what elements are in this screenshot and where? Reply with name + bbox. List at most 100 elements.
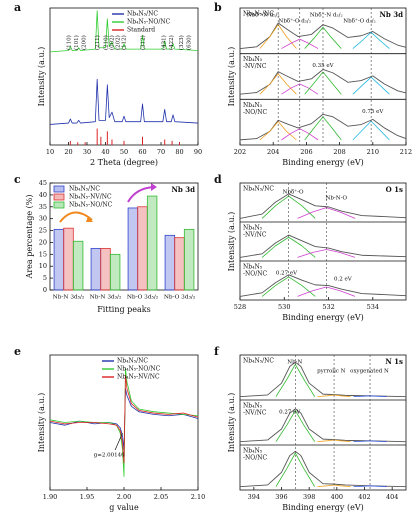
panel-label: e	[14, 345, 21, 358]
annotation: g=2.00146	[94, 453, 125, 459]
x-tick-label: 202	[234, 148, 246, 156]
annotation: Nbδ⁺-N d₃/₂	[310, 13, 343, 19]
series-line	[49, 368, 199, 477]
x-tick-label: 404	[386, 493, 398, 501]
x-tick-label: Nb-O 3d₅/₂	[127, 295, 158, 301]
annotation-arrow	[114, 432, 123, 451]
spectrum	[239, 361, 407, 398]
y-axis-label: Intensity (a.u.)	[37, 393, 46, 453]
x-tick-label: 2.05	[154, 493, 168, 501]
fit-component	[297, 249, 356, 258]
fit-component	[353, 485, 387, 488]
x-tick-label: 50	[120, 148, 128, 156]
spectrum	[239, 193, 407, 219]
x-tick-label: 528	[234, 303, 246, 311]
subpanel-label: Nb₄N₅/NC	[243, 11, 274, 18]
panel-title: Nb 3d	[172, 185, 196, 194]
series-line	[49, 78, 199, 125]
subpanel-label: Nb₄N₅/NC	[243, 186, 274, 193]
bar	[53, 228, 65, 291]
annotation: 0.75 eV	[362, 109, 384, 115]
subpanel-label: -NO/NC	[243, 271, 267, 278]
x-tick-label: 30	[83, 148, 91, 156]
y-tick-label: 40	[39, 191, 47, 199]
subpanel-label: -NV/NC	[243, 410, 267, 417]
annotation: (431)	[160, 35, 167, 50]
x-tick-label: 402	[358, 493, 370, 501]
legend-label: Nb₄N₅-NV/NC	[117, 374, 160, 381]
fit-component	[275, 452, 316, 487]
x-tick-label: 80	[175, 148, 183, 156]
plot-frame	[49, 182, 199, 291]
x-tick-label: 212	[400, 148, 412, 156]
y-tick-label: 10	[39, 262, 47, 270]
x-axis-label: Binding energy (eV)	[282, 503, 363, 512]
x-axis-label: Binding energy (eV)	[282, 313, 363, 322]
x-tick-label: 208	[333, 148, 345, 156]
subpanel-label: -NV/NC	[243, 232, 267, 239]
bar	[109, 253, 121, 291]
bar	[127, 207, 139, 291]
annotation: (630)	[186, 35, 193, 50]
fit-component	[275, 410, 316, 442]
fit-component	[281, 38, 319, 49]
x-tick-label: 70	[157, 148, 165, 156]
legend-swatch	[53, 201, 65, 209]
subpanel-label: Nb₄N₅	[243, 264, 263, 271]
panel-label: a	[14, 1, 21, 14]
legend-label: Nb₄N₅/NC	[117, 358, 148, 365]
bar	[174, 237, 185, 291]
fit-component	[317, 394, 351, 398]
series-line	[49, 10, 199, 53]
y-tick-label: 0	[43, 286, 47, 294]
annotation: (422)	[168, 35, 175, 50]
legend-label: Nb₄N₅-NO/NC	[127, 19, 171, 26]
panel-label: c	[14, 173, 21, 186]
bar	[100, 247, 111, 291]
x-tick-label: 206	[300, 148, 312, 156]
x-tick-label: Nb-N 3d₃/₂	[90, 295, 122, 301]
x-tick-label: 1.90	[43, 493, 57, 501]
plot-frame	[239, 354, 407, 491]
annotation: (002)	[109, 35, 116, 50]
bar	[137, 206, 148, 291]
annotation: (323)	[178, 35, 185, 50]
bar	[63, 227, 74, 291]
annotation: 0.27 eV	[279, 410, 301, 416]
bar	[72, 240, 84, 291]
bar	[90, 247, 102, 291]
x-axis-label: g value	[109, 503, 139, 512]
fit-component	[261, 236, 316, 258]
annotation: Nbδ⁺-O d₃/₂	[343, 19, 375, 25]
x-tick-label: 400	[331, 493, 343, 501]
annotation: pyrrolic N	[317, 369, 346, 375]
annotation: (112)	[121, 35, 128, 50]
bar	[183, 228, 195, 291]
x-axis-label: Binding energy (eV)	[282, 158, 363, 167]
annotation: Nb-N	[287, 360, 302, 366]
annotation: (101)	[73, 35, 80, 50]
x-tick-label: 204	[267, 148, 279, 156]
panel-title: O 1s	[386, 185, 403, 194]
plot-frame	[239, 182, 407, 301]
bar	[164, 234, 176, 291]
annotation: 0.35 eV	[312, 63, 334, 69]
x-tick-label: 532	[322, 303, 334, 311]
legend-label: Nb₄N₅-NO/NC	[69, 202, 113, 209]
annotation: Nb-N-O	[326, 196, 348, 202]
spectrum	[239, 408, 407, 443]
annotation: 0.2 eV	[334, 277, 353, 283]
x-tick-label: 2.00	[117, 493, 131, 501]
subpanel-label: Nb₄N₅	[243, 225, 263, 232]
panel-label: f	[214, 345, 220, 358]
legend-label: Nb₄N₅-NO/NC	[117, 366, 161, 373]
subpanel-label: -NO/NC	[243, 109, 267, 116]
fit-component	[304, 26, 342, 49]
panel-title: N 1s	[385, 357, 403, 366]
annotation: Nbδ⁺-N d₅/₂	[247, 13, 280, 19]
subpanel-label: Nb₄N₅	[243, 448, 263, 455]
annotation: (110)	[66, 35, 73, 50]
x-axis-label: 2 Theta (degree)	[90, 158, 158, 167]
panel-label: d	[214, 173, 222, 186]
